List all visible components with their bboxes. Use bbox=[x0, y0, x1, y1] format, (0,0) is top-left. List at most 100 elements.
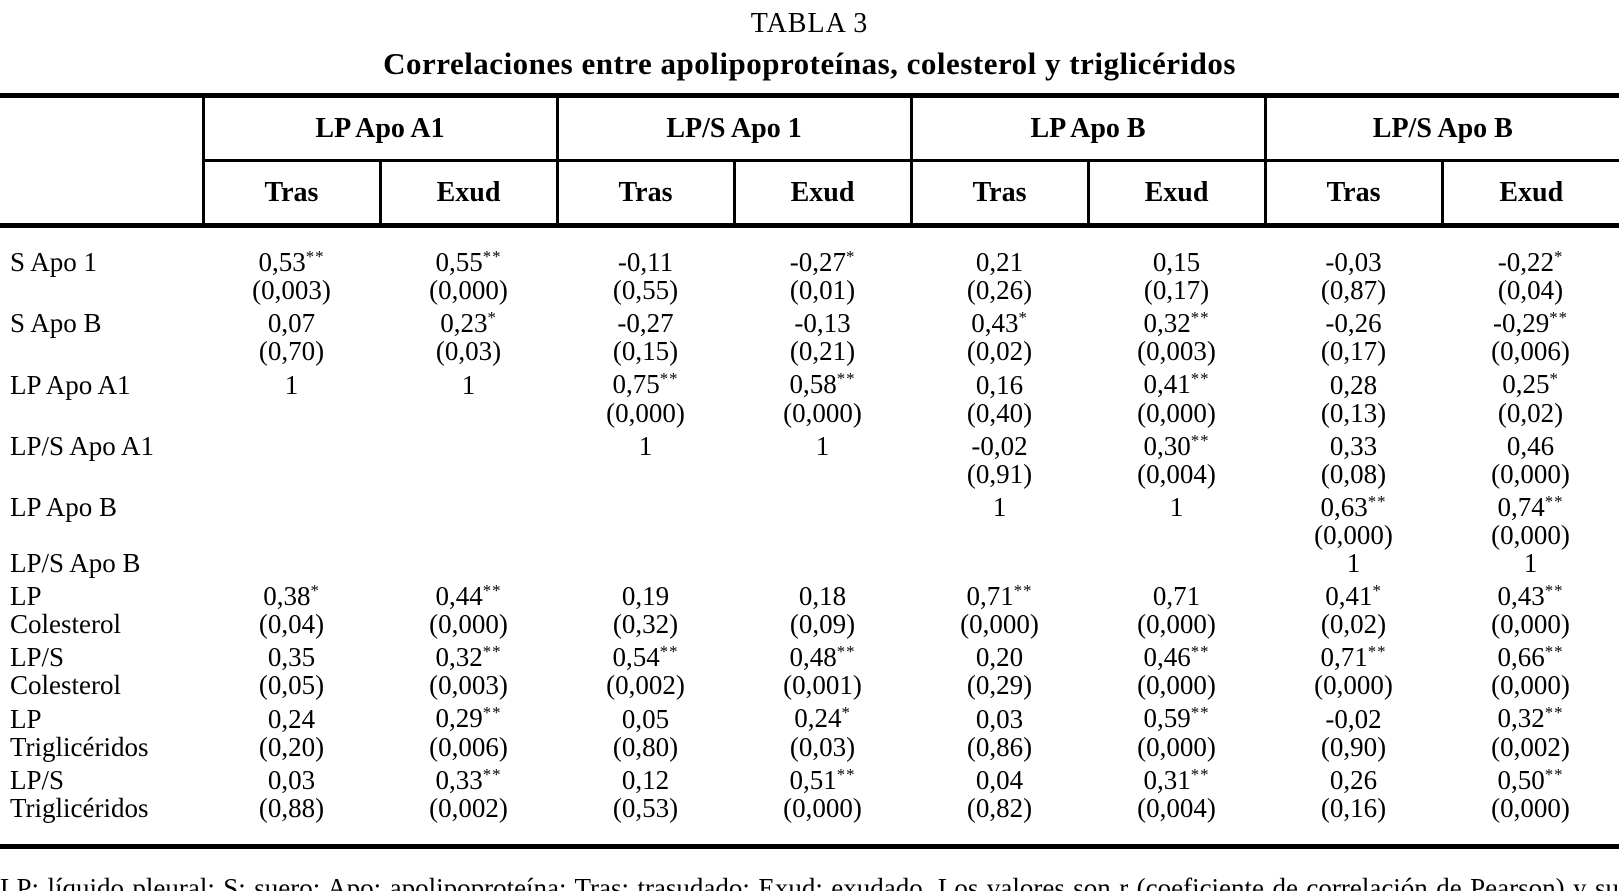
table-row-pvalues: Colesterol (0,05) (0,003) (0,002) (0,001) (0,… bbox=[0, 671, 1619, 699]
significance-asterisks: ** bbox=[659, 369, 679, 389]
corr-cell: 0,24 bbox=[267, 703, 316, 734]
significance-asterisks: ** bbox=[482, 642, 502, 662]
table-row-values: S Apo B 0,07 0,23* -0,27 -0,13 0,43* 0,32** -0,… bbox=[0, 304, 1619, 337]
corr-cell bbox=[911, 549, 1088, 577]
pvalue-cell: (0,002) bbox=[606, 670, 685, 701]
corr-cell bbox=[380, 488, 557, 521]
pvalue-cell: (0,17) bbox=[1143, 275, 1210, 306]
table-row-pvalues: Triglicéridos (0,20) (0,006) (0,80) (0,03) (0… bbox=[0, 733, 1619, 761]
row-label: LP/S bbox=[10, 642, 65, 673]
pvalue-cell bbox=[203, 521, 380, 549]
significance-asterisks: ** bbox=[1190, 369, 1210, 389]
column-header: Tras bbox=[909, 160, 1089, 228]
pvalue-cell: (0,000) bbox=[1491, 458, 1570, 489]
pvalue-cell bbox=[911, 521, 1088, 549]
significance-asterisks: ** bbox=[1549, 308, 1569, 328]
corr-cell bbox=[380, 549, 557, 577]
significance-asterisks: ** bbox=[482, 764, 502, 784]
corr-cell: 0,12 bbox=[621, 764, 670, 795]
corr-cell: 0,24* bbox=[794, 703, 851, 734]
row-label: LP/S Apo B bbox=[10, 548, 141, 579]
pvalue-cell: (0,40) bbox=[966, 397, 1033, 428]
corr-cell: 0,32** bbox=[1143, 308, 1210, 339]
corr-cell: 0,28 bbox=[1329, 369, 1378, 400]
table-row-values: LP/S Apo B 1 1 bbox=[0, 549, 1619, 577]
corr-cell: 0,41** bbox=[1143, 369, 1210, 400]
pvalue-cell: (0,80) bbox=[612, 731, 679, 762]
corr-cell: 0,23* bbox=[440, 308, 497, 339]
significance-asterisks: * bbox=[1372, 581, 1382, 601]
pvalue-cell: (0,02) bbox=[1497, 397, 1564, 428]
corr-cell: 0,63** bbox=[1320, 491, 1387, 523]
table-row-pvalues: (0,003) (0,000) (0,55) (0,01) (0,26) (0,17) (0… bbox=[0, 276, 1619, 304]
pvalue-cell: (0,000) bbox=[1491, 670, 1570, 701]
significance-asterisks: * bbox=[1549, 369, 1559, 389]
pvalue-cell: (0,08) bbox=[1320, 458, 1387, 489]
pvalue-cell: (0,000) bbox=[783, 397, 862, 428]
row-label-line2 bbox=[0, 521, 203, 549]
pvalue-cell: (0,000) bbox=[1491, 792, 1570, 823]
table-body: S Apo 1 0,53** 0,55** -0,11 -0,27* 0,21 0,15 -0… bbox=[0, 226, 1619, 847]
pvalue-cell: (0,04) bbox=[1497, 275, 1564, 306]
column-header: Exud bbox=[1440, 160, 1619, 228]
significance-asterisks: ** bbox=[1190, 764, 1210, 784]
table-header: LP Apo A1 LP/S Apo 1 LP Apo B LP/S Apo B Tra… bbox=[0, 95, 1619, 228]
pvalue-cell: (0,09) bbox=[789, 609, 856, 640]
corr-cell bbox=[1088, 549, 1265, 577]
pvalue-cell: (0,003) bbox=[1137, 336, 1216, 367]
significance-asterisks: ** bbox=[1544, 764, 1564, 784]
corr-cell: 1 bbox=[992, 492, 1007, 523]
table-footnote: LP: líquido pleural; S: suero; Apo: apol… bbox=[0, 871, 1619, 891]
corr-cell: 0,18 bbox=[798, 581, 847, 612]
corner-cell bbox=[0, 160, 203, 228]
pvalue-cell: (0,90) bbox=[1320, 731, 1387, 762]
pvalue-cell: (0,001) bbox=[783, 670, 862, 701]
sub-header-row: Tras Exud Tras Exud Tras Exud Tras Exud bbox=[0, 160, 1619, 228]
corr-cell: 0,33** bbox=[435, 764, 502, 795]
corr-cell: 0,07 bbox=[267, 308, 316, 339]
corr-cell: 0,74** bbox=[1497, 491, 1564, 523]
corr-cell bbox=[380, 427, 557, 460]
corr-cell: -0,29** bbox=[1493, 308, 1569, 339]
corr-cell: 0,50** bbox=[1497, 764, 1564, 795]
corr-cell: -0,27* bbox=[789, 247, 856, 278]
corr-cell: 0,31** bbox=[1143, 764, 1210, 795]
corr-cell: 0,19 bbox=[621, 581, 670, 612]
pvalue-cell bbox=[734, 521, 911, 549]
corr-cell: 0,33 bbox=[1329, 430, 1378, 461]
pvalue-cell: (0,000) bbox=[606, 397, 685, 428]
pvalue-cell: (0,000) bbox=[429, 609, 508, 640]
corr-cell: 0,26 bbox=[1329, 764, 1378, 795]
significance-asterisks: * bbox=[487, 308, 497, 328]
row-label-line2: Triglicéridos bbox=[10, 731, 149, 762]
row-label: S Apo B bbox=[10, 308, 102, 339]
corr-cell: -0,13 bbox=[794, 308, 851, 339]
corr-cell: -0,02 bbox=[971, 430, 1028, 461]
pvalue-cell: (0,01) bbox=[789, 275, 856, 306]
group-header: LP Apo B bbox=[909, 95, 1266, 162]
pvalue-cell: (0,003) bbox=[429, 670, 508, 701]
table-row-values: S Apo 1 0,53** 0,55** -0,11 -0,27* 0,21 0,15 -0… bbox=[0, 226, 1619, 277]
row-label-line2 bbox=[0, 460, 203, 488]
significance-asterisks: ** bbox=[1544, 703, 1564, 723]
column-header: Exud bbox=[732, 160, 912, 228]
table-row-values: LP Apo A1 1 1 0,75** 0,58** 0,16 0,41** 0,28 0,2… bbox=[0, 365, 1619, 398]
pvalue-cell: (0,002) bbox=[1491, 731, 1570, 762]
significance-asterisks: ** bbox=[1190, 703, 1210, 723]
corr-cell bbox=[734, 488, 911, 521]
significance-asterisks: ** bbox=[836, 642, 856, 662]
corr-cell: 0,43* bbox=[971, 308, 1028, 339]
table-row-pvalues: Triglicéridos (0,88) (0,002) (0,53) (0,000) (… bbox=[0, 794, 1619, 847]
corr-cell bbox=[557, 488, 734, 521]
corr-cell: 0,25* bbox=[1502, 369, 1559, 400]
pvalue-cell: (0,000) bbox=[1314, 520, 1393, 551]
table-title: Correlaciones entre apolipoproteínas, co… bbox=[383, 46, 1236, 81]
table-row-values: LP Apo B 1 1 0,63** 0,74** bbox=[0, 488, 1619, 521]
corr-cell: 0,53** bbox=[258, 247, 325, 278]
pvalue-cell: (0,004) bbox=[1137, 792, 1216, 823]
corr-cell: 0,71** bbox=[966, 581, 1033, 612]
significance-asterisks: ** bbox=[1544, 581, 1564, 601]
corner-cell bbox=[0, 96, 203, 161]
significance-asterisks: ** bbox=[305, 247, 325, 266]
corr-cell: 0,30** bbox=[1143, 430, 1210, 461]
